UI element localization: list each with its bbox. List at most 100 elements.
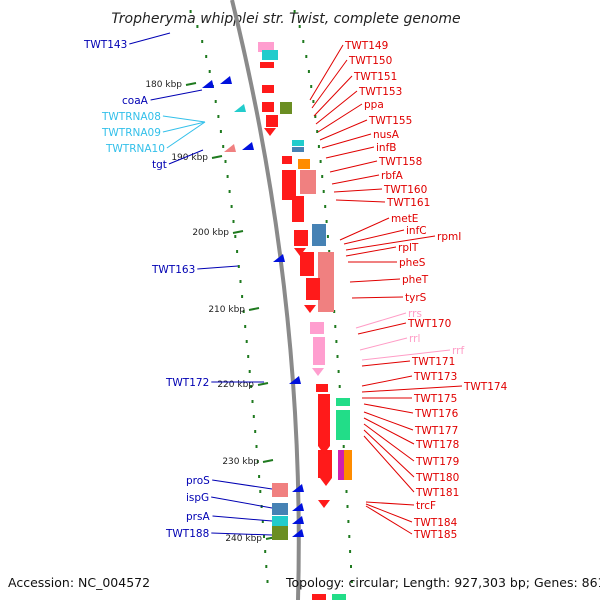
- gene-label-right: TWT177: [414, 425, 458, 437]
- gene-block: [318, 394, 330, 446]
- gene-label-right: TWT174: [463, 381, 508, 393]
- gene-label-right: TWT185: [413, 529, 457, 541]
- gc-dot-right: [322, 190, 325, 193]
- gc-dot-left: [217, 115, 220, 118]
- leader-line: [363, 429, 415, 478]
- leader-line: [309, 44, 344, 101]
- gc-dot-left: [201, 40, 204, 43]
- leader-line: [162, 121, 206, 133]
- gene-arrow: [224, 144, 236, 152]
- gene-arrow: [292, 503, 304, 511]
- gene-label-left: prsA: [186, 511, 210, 523]
- gene-arrow: [289, 376, 301, 384]
- gc-dot-right: [326, 235, 329, 238]
- gc-dot-right: [302, 40, 305, 43]
- gc-dot-left: [254, 430, 257, 433]
- gc-dot-left: [247, 355, 250, 358]
- gene-label-right: TWT155: [368, 115, 412, 127]
- gc-dot-left: [222, 145, 225, 148]
- leader-line: [357, 322, 407, 335]
- gene-block: [344, 450, 352, 480]
- leader-line: [365, 503, 413, 523]
- gene-label-right: TWT151: [353, 71, 397, 83]
- leader-line: [335, 199, 386, 203]
- gene-block: [280, 102, 292, 114]
- gc-dot-right: [334, 325, 337, 328]
- gc-dot-right: [335, 340, 338, 343]
- gene-arrow: [292, 516, 304, 524]
- gc-dot-left: [259, 490, 262, 493]
- gene-label-right: TWT153: [358, 86, 402, 98]
- gene-label-left: TWTRNA10: [105, 143, 165, 155]
- gene-block: [310, 322, 324, 334]
- leader-line: [317, 103, 363, 133]
- leader-line: [345, 235, 436, 251]
- leader-line: [319, 119, 368, 141]
- leader-line: [363, 411, 414, 431]
- gene-block: [260, 62, 274, 68]
- leader-line: [197, 265, 239, 270]
- leader-line: [365, 505, 413, 535]
- gc-dot-right: [312, 100, 315, 103]
- gene-features: [202, 42, 352, 600]
- gene-block: [272, 483, 288, 497]
- kbp-labels: 180 kbp 190 kbp 200 kbp 210 kbp 220 kbp 230 k…: [145, 80, 262, 544]
- gene-block: [312, 594, 326, 600]
- leader-line: [351, 296, 404, 299]
- gc-dot-right: [338, 385, 341, 388]
- gene-block: [298, 159, 310, 169]
- gc-dot-left: [252, 415, 255, 418]
- gene-label-right: TWT161: [386, 197, 430, 209]
- gene-label-right: trcF: [416, 500, 436, 512]
- gene-label-right: TWT150: [348, 55, 392, 67]
- gene-label-right: TWT176: [414, 408, 459, 420]
- kbp-label: 230 kbp: [222, 457, 259, 467]
- gene-block: [266, 115, 278, 127]
- genome-summary-text: Topology: circular; Length: 927,303 bp; …: [286, 575, 600, 590]
- gene-block: [262, 50, 278, 60]
- leader-line: [150, 89, 203, 101]
- leader-line: [349, 278, 401, 283]
- gene-label-left: TWT188: [165, 528, 209, 540]
- leader-line: [329, 160, 378, 173]
- gene-block: [282, 156, 292, 164]
- gc-dot-left: [214, 100, 217, 103]
- gene-arrow: [318, 446, 330, 454]
- leader-line: [363, 417, 415, 445]
- leader-line: [211, 532, 273, 536]
- gene-block: [258, 42, 274, 52]
- gc-dot-left: [226, 175, 229, 178]
- gene-label-right: TWT178: [415, 439, 459, 451]
- kbp-tick: [248, 307, 260, 311]
- gc-dot-left: [241, 295, 244, 298]
- leader-line: [361, 385, 463, 393]
- gc-dot-left: [255, 445, 258, 448]
- gc-dot-right: [336, 355, 339, 358]
- gene-block: [336, 410, 350, 440]
- gene-arrow: [234, 104, 246, 112]
- gene-label-left: TWT143: [83, 39, 127, 51]
- gc-dot-left: [250, 385, 253, 388]
- gene-label-left: coaA: [122, 95, 149, 107]
- gene-label-left: proS: [186, 475, 210, 487]
- gc-dot-right: [307, 70, 310, 73]
- gc-dot-left: [239, 280, 242, 283]
- gene-block: [272, 503, 288, 515]
- gc-dot-left: [189, 10, 192, 13]
- gene-arrow: [292, 484, 304, 492]
- gc-dot-left: [236, 250, 239, 253]
- gene-block: [300, 252, 314, 276]
- gene-block: [318, 450, 332, 478]
- gene-block: [318, 252, 334, 312]
- leader-line: [361, 349, 451, 361]
- kbp-tick: [232, 230, 244, 234]
- gc-dot-left: [265, 565, 268, 568]
- gc-dot-left: [234, 235, 237, 238]
- kbp-label: 200 kbp: [192, 228, 229, 238]
- gene-block: [292, 196, 304, 222]
- gene-block: [262, 102, 274, 112]
- gc-dot-left: [219, 130, 222, 133]
- gc-dot-right: [316, 130, 319, 133]
- gene-arrow: [294, 248, 306, 256]
